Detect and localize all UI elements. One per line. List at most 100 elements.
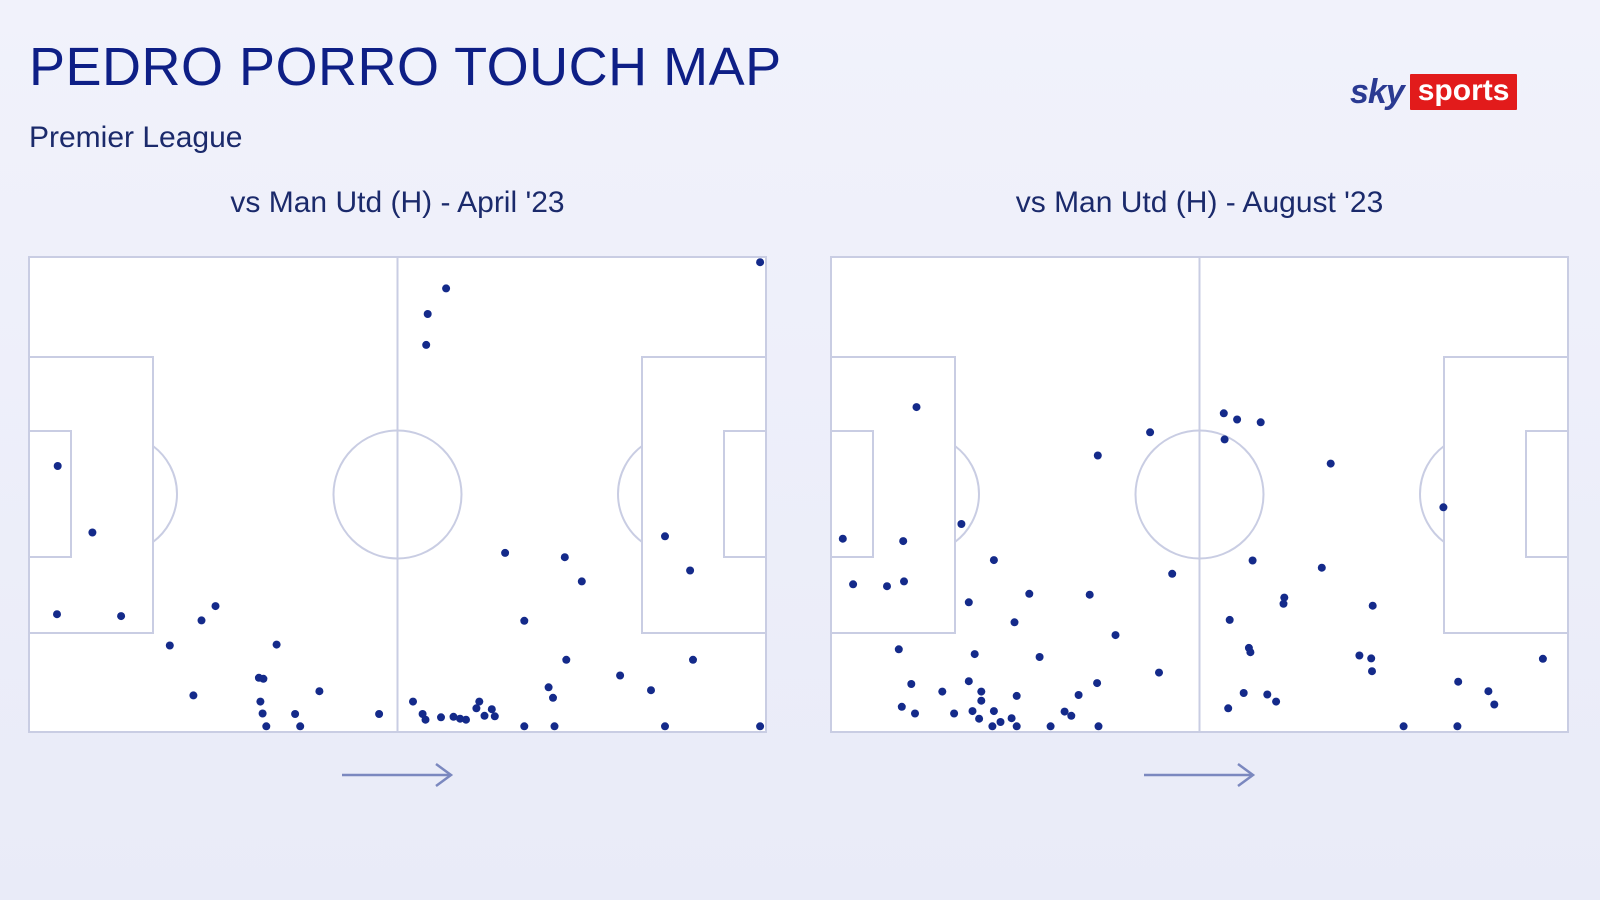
touch-point (1326, 459, 1335, 468)
touch-point (988, 722, 997, 731)
touch-point (437, 713, 445, 722)
touch-point (989, 707, 998, 716)
touch-point (1094, 722, 1103, 731)
logo-sports-text: sports (1409, 74, 1518, 110)
pitch-april (28, 256, 767, 733)
touch-point (472, 704, 481, 713)
left-penalty-arc (954, 445, 980, 543)
touch-point (189, 691, 198, 700)
touch-point (315, 687, 324, 696)
touch-point (1484, 687, 1493, 696)
logo-sky-text: sky (1350, 73, 1405, 111)
touch-point (487, 705, 496, 714)
touch-point (894, 645, 903, 654)
chart-subtitle: Premier League (29, 121, 243, 154)
touch-point (1233, 415, 1242, 424)
right-penalty-arc (617, 445, 643, 543)
touch-point (1168, 569, 1177, 578)
touch-point (1368, 601, 1377, 610)
centre-circle (1134, 429, 1265, 560)
touch-point (1225, 615, 1234, 624)
touch-point (883, 582, 891, 591)
left-six-yard-box (830, 430, 874, 558)
right-penalty-arc (1419, 445, 1445, 543)
touch-point (907, 680, 916, 688)
touch-point (970, 650, 979, 659)
touch-point (1454, 677, 1463, 686)
touch-point (899, 537, 908, 546)
touch-point (53, 610, 61, 619)
right-six-yard-box (723, 430, 767, 558)
touch-point (409, 697, 417, 706)
touch-point (272, 640, 281, 649)
touch-point (989, 556, 998, 565)
touch-point (501, 548, 510, 557)
touch-point (1272, 697, 1281, 706)
touch-point (1279, 599, 1288, 608)
touch-point (838, 534, 847, 543)
touch-point (422, 340, 431, 349)
touch-point (756, 258, 765, 267)
touch-point (1155, 668, 1163, 677)
touch-point (1367, 654, 1376, 663)
touch-point (256, 697, 265, 706)
touch-point (1012, 691, 1021, 700)
touch-point (423, 310, 432, 318)
touch-point (1012, 722, 1021, 731)
touch-point (849, 580, 858, 589)
touch-point (661, 722, 669, 731)
touch-point (950, 709, 959, 718)
touch-point (1010, 618, 1019, 627)
touch-point (480, 711, 489, 720)
touch-point (1074, 691, 1083, 699)
touch-point (1146, 428, 1155, 437)
touch-point (1490, 700, 1499, 709)
touch-point (1111, 631, 1120, 640)
touch-point (544, 683, 553, 692)
touch-point (964, 677, 973, 686)
touch-point (964, 598, 973, 607)
touch-point (375, 710, 384, 718)
touch-point (520, 722, 529, 731)
touch-point (968, 707, 977, 716)
touch-point (490, 712, 499, 721)
touch-point (1007, 714, 1016, 723)
touch-point (1368, 667, 1376, 676)
touch-point (550, 722, 559, 731)
touch-point (1239, 689, 1248, 697)
touch-point (53, 462, 62, 470)
touch-point (1060, 707, 1069, 716)
touch-point (1453, 722, 1462, 731)
touch-point (1067, 711, 1076, 720)
touch-point (957, 520, 966, 528)
touch-point (1093, 451, 1102, 460)
touch-point (1538, 654, 1547, 663)
pitch-august (830, 256, 1569, 733)
touch-point (1280, 593, 1289, 602)
centre-circle (332, 429, 463, 560)
touch-point (1246, 648, 1255, 657)
touch-point (549, 693, 557, 702)
touch-point (996, 718, 1005, 726)
touch-point (456, 714, 465, 723)
touch-point (1046, 722, 1055, 731)
left-penalty-arc (152, 445, 178, 543)
touch-point (900, 577, 908, 586)
touch-point (1256, 418, 1265, 427)
touch-point (421, 715, 430, 724)
touch-point (449, 712, 458, 721)
touch-point (1224, 704, 1233, 713)
touch-point (562, 655, 571, 664)
touch-point (520, 616, 529, 625)
touch-point (117, 612, 126, 621)
touch-point (296, 722, 305, 731)
touch-point (262, 722, 271, 731)
touch-point (1355, 651, 1364, 660)
touch-point (1220, 435, 1229, 444)
touch-point (938, 687, 947, 696)
touch-point (756, 722, 765, 731)
left-six-yard-box (28, 430, 72, 558)
sky-sports-logo: sky sports (1350, 72, 1518, 112)
touch-point (197, 616, 206, 625)
touch-point (911, 709, 919, 718)
